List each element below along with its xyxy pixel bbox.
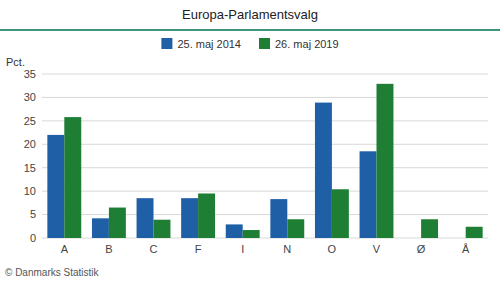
x-tick-label: B [105, 243, 112, 255]
legend-item: 26. maj 2019 [259, 38, 339, 50]
y-axis-label: Pct. [6, 56, 25, 68]
bar [226, 224, 243, 238]
x-tick-label: A [61, 243, 69, 255]
bars [47, 84, 482, 238]
bar [181, 198, 198, 238]
grid-line [42, 120, 488, 121]
y-tick-label: 35 [24, 68, 36, 80]
x-tick-label: Ø [417, 243, 426, 255]
grid-line [42, 74, 488, 75]
title-rule [0, 29, 500, 31]
bar [198, 193, 215, 238]
y-tick-label: 5 [30, 208, 36, 220]
bar [466, 227, 483, 238]
legend: 25. maj 2014 26. maj 2019 [161, 38, 338, 50]
bar [270, 199, 287, 238]
legend-swatch [161, 38, 172, 49]
chart: Europa-Parlamentsvalg 25. maj 2014 26. maj… [0, 0, 500, 282]
y-tick-label: 10 [24, 185, 36, 197]
x-tick-label: C [150, 243, 158, 255]
bar [421, 219, 438, 238]
bar [360, 151, 377, 238]
bar [449, 238, 466, 239]
x-tick-label: O [328, 243, 337, 255]
x-tick-label: I [241, 243, 244, 255]
bar [404, 238, 421, 239]
legend-label: 25. maj 2014 [177, 38, 241, 50]
bar [315, 103, 332, 238]
bar [243, 230, 260, 238]
bar [332, 189, 349, 238]
y-tick-label: 0 [30, 232, 36, 244]
y-tick-label: 25 [24, 115, 36, 127]
legend-label: 26. maj 2019 [275, 38, 339, 50]
y-tick-label: 15 [24, 162, 36, 174]
bar [109, 208, 126, 238]
y-tick-label: 30 [24, 91, 36, 103]
bar [377, 84, 394, 238]
bar [47, 135, 64, 238]
x-tick-label: F [195, 243, 202, 255]
title: Europa-Parlamentsvalg [182, 7, 318, 22]
bar [154, 220, 171, 238]
bar [137, 198, 154, 238]
footer: © Danmarks Statistik [5, 267, 100, 278]
x-tick-label: N [283, 243, 291, 255]
bar [92, 218, 109, 238]
bar [287, 219, 304, 238]
x-tick-label: V [373, 243, 381, 255]
y-tick-label: 20 [24, 138, 36, 150]
x-tick-label: Å [462, 243, 470, 255]
bar [64, 117, 81, 238]
grid-line [42, 191, 488, 192]
legend-swatch [259, 38, 270, 49]
grid [42, 74, 488, 238]
grid-line [42, 167, 488, 168]
grid-line [42, 97, 488, 98]
legend-item: 25. maj 2014 [161, 38, 241, 50]
grid-line [42, 144, 488, 145]
